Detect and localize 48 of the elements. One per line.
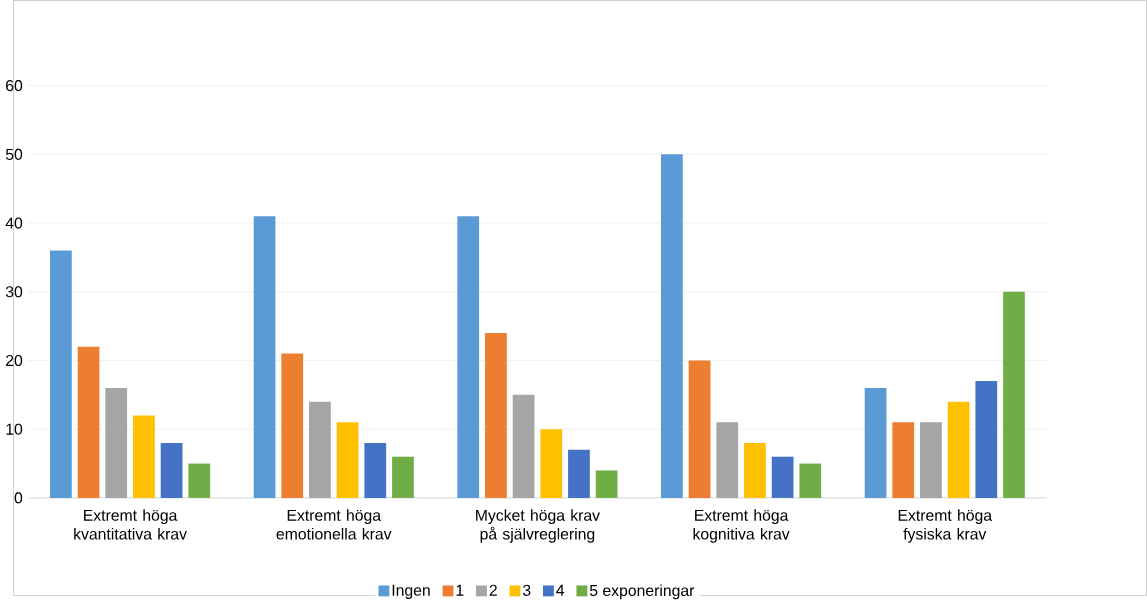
y-tick-label: 60 [6,79,23,92]
bar [892,422,915,498]
bar [716,422,739,498]
legend-label: 4 [556,584,565,596]
y-tick-label: 30 [5,286,23,298]
bar [485,332,507,498]
bar [540,429,563,498]
bar [1003,291,1025,498]
x-tick-label: Extremt höga kognitiva krav [693,509,790,543]
bar [799,463,822,498]
legend-label: Ingen [392,584,430,599]
x-tick-label: Extremt höga fysiska krav [898,509,993,543]
x-tick-label: Extremt höga kvantitativa krav [74,509,187,540]
legend-label: 2 [489,584,497,596]
bar [160,442,183,498]
x-tick-label: Mycket höga krav på självreglering [476,509,600,543]
bar [77,346,100,498]
y-tick-label: 20 [6,354,23,366]
bar [364,442,387,498]
bar [975,380,998,498]
bar [771,456,794,498]
bar [457,216,480,498]
bar [105,387,128,498]
y-tick-label: 0 [14,492,23,504]
bar [864,387,887,498]
x-tick-label: Extremt höga emotionella krav [276,509,392,540]
legend-label: 1 [456,584,464,596]
bar [188,463,211,498]
bar [392,456,414,498]
bar [133,415,155,498]
bar [253,216,276,498]
legend-label: 3 [522,584,531,596]
bar [281,353,304,498]
y-tick-label: 40 [5,217,23,229]
y-tick-label: 50 [5,148,23,160]
bar [568,449,590,498]
bar [744,442,766,498]
bar [688,360,711,498]
bar [336,422,359,498]
y-tick-label: 10 [6,423,23,435]
bar [920,422,942,498]
bar [512,394,535,498]
bar [595,470,618,498]
bar [947,401,970,498]
bar [309,401,331,498]
bar [661,154,683,498]
bar [50,250,72,498]
legend-label: 5 exponeringar [589,584,695,600]
